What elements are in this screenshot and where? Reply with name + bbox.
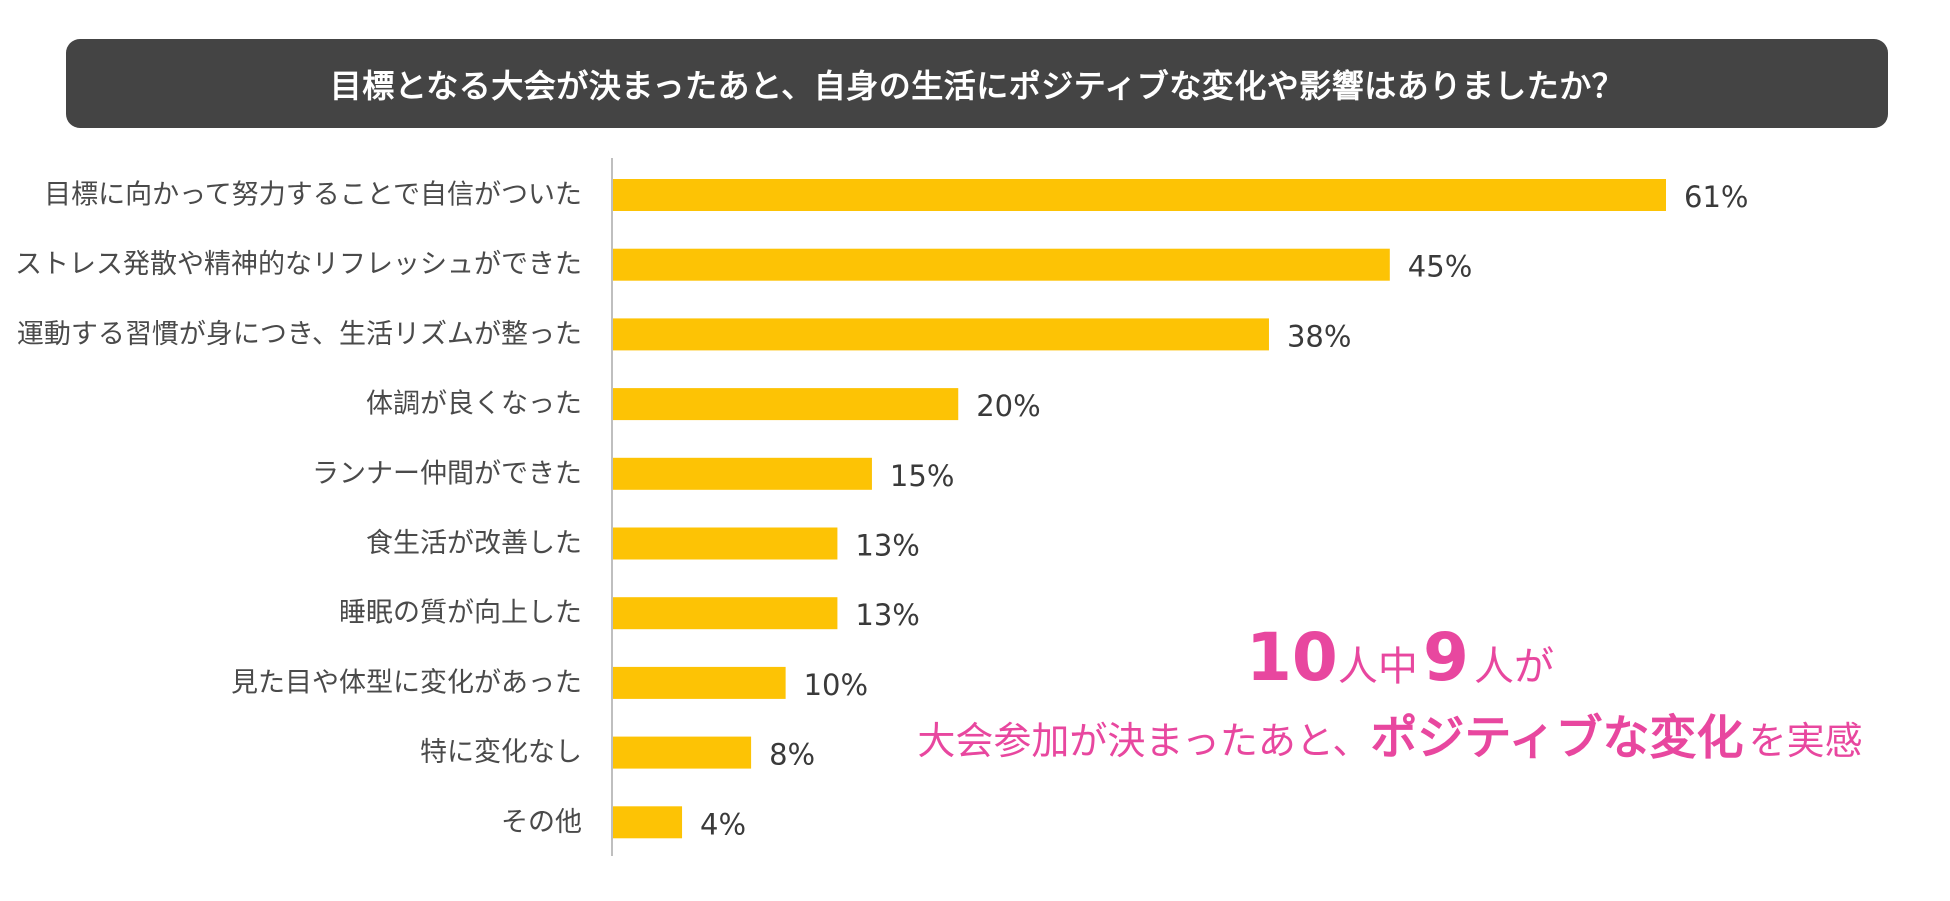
value-label: 10% [804, 668, 868, 702]
title-bar: 目標となる大会が決まったあと、自身の生活にポジティブな変化や影響はありましたか？ [66, 39, 1888, 128]
bar [613, 248, 1390, 281]
value-label: 38% [1287, 319, 1351, 353]
bar [613, 179, 1666, 211]
category-label: 睡眠の質が向上した [339, 598, 582, 629]
category-label: 運動する習慣が身につき、生活リズムが整った [17, 319, 582, 350]
callout-line-1: 10人中 9 人が [900, 612, 1900, 704]
bar [613, 388, 959, 421]
value-label: 13% [855, 598, 919, 632]
callout-text-jinchu: 人中 [1337, 644, 1418, 690]
callout-suffix: を実感 [1748, 719, 1863, 763]
value-label: 13% [855, 529, 919, 563]
category-label: 食生活が改善した [366, 528, 582, 559]
bar [613, 597, 838, 630]
category-label: 体調が良くなった [366, 389, 582, 420]
bar [613, 527, 838, 560]
callout-highlight: ポジティブな変化 [1370, 711, 1744, 766]
callout-prefix: 大会参加が決まったあと、 [917, 719, 1371, 763]
callout: 10人中 9 人が 大会参加が決まったあと、ポジティブな変化 を実感 [900, 612, 1900, 774]
bar [613, 666, 786, 699]
callout-number-9: 9 [1422, 619, 1469, 696]
bar [613, 736, 752, 769]
category-label: 目標に向かって努力することで自信がついた [44, 180, 582, 211]
callout-number-10: 10 [1246, 619, 1338, 696]
bar [613, 318, 1269, 351]
value-label: 61% [1684, 180, 1748, 214]
category-label: その他 [501, 807, 582, 838]
value-label: 4% [700, 807, 746, 841]
chart-title: 目標となる大会が決まったあと、自身の生活にポジティブな変化や影響はありましたか？ [329, 66, 1625, 105]
callout-text-jinga: 人が [1473, 644, 1554, 690]
bar [613, 457, 872, 490]
callout-line-2: 大会参加が決まったあと、ポジティブな変化 を実感 [880, 704, 1900, 774]
value-label: 45% [1408, 250, 1472, 284]
category-label: ストレス発散や精神的なリフレッシュができた [15, 249, 582, 280]
category-label: 見た目や体型に変化があった [231, 667, 582, 698]
value-label: 20% [976, 389, 1040, 423]
value-label: 8% [769, 738, 815, 772]
category-label: 特に変化なし [420, 737, 582, 768]
category-label: ランナー仲間ができた [312, 458, 582, 489]
bar [613, 806, 683, 839]
value-label: 15% [890, 459, 954, 493]
